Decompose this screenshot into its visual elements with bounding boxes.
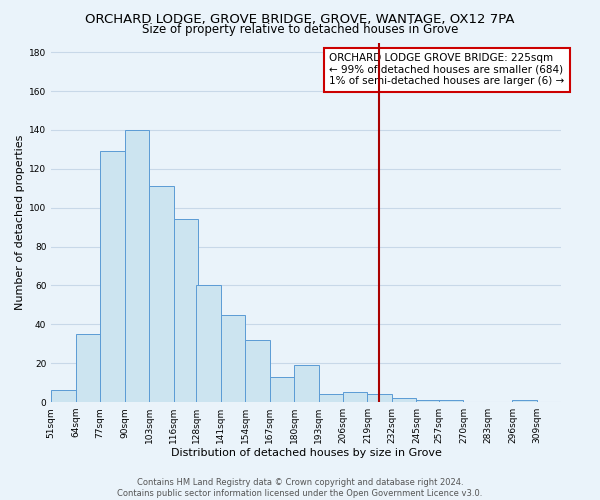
Text: ORCHARD LODGE, GROVE BRIDGE, GROVE, WANTAGE, OX12 7PA: ORCHARD LODGE, GROVE BRIDGE, GROVE, WANT… xyxy=(85,12,515,26)
Text: Contains HM Land Registry data © Crown copyright and database right 2024.
Contai: Contains HM Land Registry data © Crown c… xyxy=(118,478,482,498)
Bar xyxy=(416,400,441,402)
Bar xyxy=(343,392,367,402)
Bar xyxy=(125,130,149,402)
Bar xyxy=(173,220,198,402)
Bar xyxy=(392,398,416,402)
Bar xyxy=(51,390,76,402)
Bar xyxy=(100,152,125,402)
Bar xyxy=(76,334,100,402)
Bar xyxy=(149,186,173,402)
Text: Size of property relative to detached houses in Grove: Size of property relative to detached ho… xyxy=(142,22,458,36)
Bar xyxy=(367,394,392,402)
Bar xyxy=(245,340,269,402)
Bar xyxy=(512,400,537,402)
Bar xyxy=(439,400,463,402)
Bar xyxy=(294,365,319,402)
Bar xyxy=(319,394,343,402)
Text: ORCHARD LODGE GROVE BRIDGE: 225sqm
← 99% of detached houses are smaller (684)
1%: ORCHARD LODGE GROVE BRIDGE: 225sqm ← 99%… xyxy=(329,54,565,86)
Bar xyxy=(221,314,245,402)
Bar xyxy=(269,377,294,402)
Bar xyxy=(196,286,221,402)
X-axis label: Distribution of detached houses by size in Grove: Distribution of detached houses by size … xyxy=(171,448,442,458)
Y-axis label: Number of detached properties: Number of detached properties xyxy=(15,134,25,310)
